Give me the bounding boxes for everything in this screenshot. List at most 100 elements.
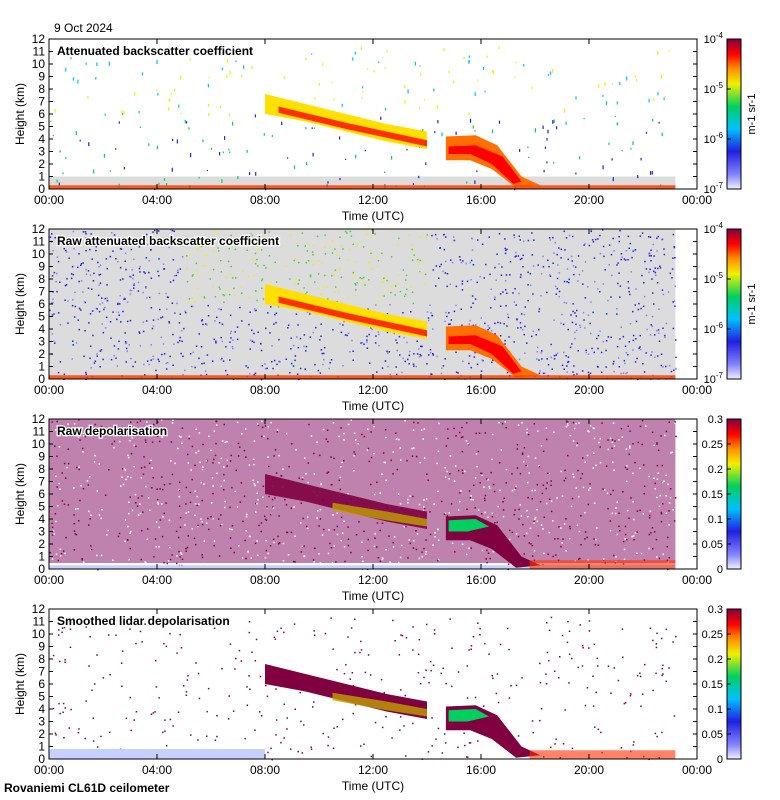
speckle [610, 296, 612, 298]
speckle [227, 59, 229, 63]
speckle [361, 556, 363, 558]
speckle [319, 518, 322, 520]
speckle [602, 488, 604, 490]
speckle [568, 630, 571, 632]
speckle [128, 501, 130, 503]
speckle [521, 452, 524, 454]
panel-title: Smoothed lidar depolarisation [57, 614, 230, 628]
speckle [492, 359, 494, 361]
y-axis-label: Height (km) [13, 273, 27, 335]
speckle [59, 235, 61, 237]
speckle [299, 367, 302, 370]
speckle [413, 254, 415, 256]
speckle [362, 282, 365, 284]
speckle [194, 366, 196, 369]
speckle [578, 422, 580, 424]
speckle [453, 239, 456, 242]
speckle [222, 489, 225, 491]
speckle [67, 504, 70, 506]
speckle [256, 492, 258, 494]
speckle [96, 62, 98, 67]
y-axis-label: Height (km) [13, 463, 27, 525]
speckle [494, 296, 496, 298]
speckle [57, 371, 60, 374]
speckle [180, 112, 182, 115]
speckle [65, 249, 67, 252]
speckle [374, 537, 376, 539]
speckle [338, 479, 340, 482]
speckle [412, 649, 414, 651]
speckle [293, 623, 296, 625]
speckle [408, 539, 411, 541]
speckle [329, 246, 331, 248]
speckle [400, 544, 403, 547]
speckle [645, 425, 647, 427]
speckle [511, 531, 514, 534]
speckle [96, 355, 98, 357]
speckle [336, 525, 339, 528]
speckle [229, 151, 231, 154]
speckle [445, 682, 447, 685]
speckle [266, 367, 268, 370]
speckle [444, 236, 447, 238]
speckle [96, 308, 98, 310]
speckle [518, 358, 521, 361]
speckle [130, 357, 132, 360]
speckle [171, 302, 174, 304]
speckle [331, 562, 334, 564]
speckle [656, 632, 658, 635]
speckle [477, 622, 479, 624]
colorbar-label: m-1 sr-1 [746, 284, 758, 325]
speckle [324, 246, 326, 249]
speckle [361, 277, 363, 280]
speckle [415, 455, 418, 458]
speckle [157, 421, 159, 423]
x-tick-label: 04:00 [142, 763, 172, 777]
speckle [597, 334, 600, 337]
speckle [471, 238, 473, 240]
speckle [93, 362, 96, 364]
speckle [218, 286, 220, 288]
speckle [480, 472, 482, 474]
speckle [363, 276, 365, 279]
speckle [64, 659, 66, 661]
speckle [494, 298, 496, 301]
speckle [527, 455, 530, 458]
speckle [142, 241, 144, 243]
speckle [394, 294, 396, 296]
speckle [204, 265, 207, 267]
speckle [226, 459, 229, 462]
speckle [197, 672, 200, 675]
speckle [558, 290, 561, 293]
speckle [489, 487, 491, 490]
speckle [511, 473, 513, 475]
speckle [402, 312, 404, 314]
speckle [353, 451, 355, 453]
speckle [104, 113, 106, 116]
speckle [90, 545, 92, 547]
speckle [588, 489, 590, 491]
speckle [129, 532, 131, 534]
speckle [645, 352, 647, 354]
speckle [437, 450, 440, 453]
speckle [546, 482, 548, 484]
speckle [99, 366, 101, 368]
y-tick-label: 6 [38, 487, 45, 501]
speckle [235, 60, 237, 63]
speckle [648, 98, 650, 103]
speckle [442, 365, 445, 367]
speckle [72, 340, 74, 342]
speckle [296, 243, 298, 245]
speckle [79, 439, 81, 441]
speckle [531, 498, 533, 500]
speckle [474, 696, 477, 699]
speckle [338, 435, 340, 438]
speckle [642, 513, 644, 515]
speckle [212, 492, 214, 495]
speckle [550, 500, 553, 502]
speckle [239, 286, 242, 288]
speckle [567, 360, 570, 363]
speckle [237, 175, 239, 180]
y-tick-label: 5 [38, 500, 45, 514]
speckle [254, 660, 257, 662]
